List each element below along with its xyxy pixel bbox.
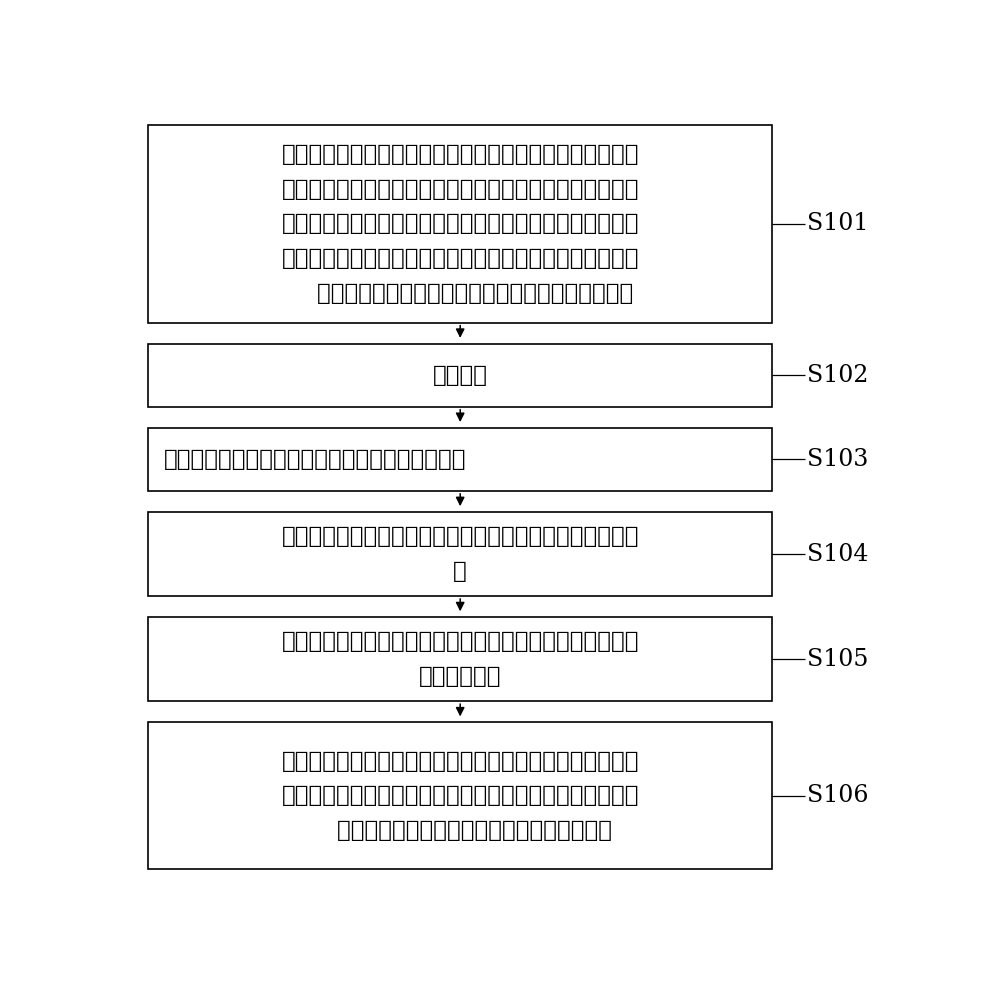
Bar [148, 428, 772, 490]
Text: S105: S105 [807, 647, 868, 671]
Text: 形成半导体层，其中，堆叠结构包括背对的正面和背面，背
面为靠近衬底的一侧，半导体层位于堆叠结构的背面，且半
    导体层覆盖去除部分功能层后的沟道结构端部: 形成半导体层，其中，堆叠结构包括背对的正面和背面，背 面为靠近衬底的一侧，半导体… [281, 749, 639, 842]
Text: 形成半导体结构，半导体结构包括衬底、位于衬底第一方向
上的堆叠结构、位于衬底和堆叠结构之间的牺牲层以及贯穿
堆叠结构并延伸到衬底中的沟道结构，沟道结构包括在径向: 形成半导体结构，半导体结构包括衬底、位于衬底第一方向 上的堆叠结构、位于衬底和堆… [281, 143, 639, 305]
Bar [148, 617, 772, 701]
Text: S104: S104 [807, 542, 868, 566]
Text: S103: S103 [807, 448, 868, 471]
Text: 去除至少部分牺牲层，以暴露沟道结构端部的空隙: 去除至少部分牺牲层，以暴露沟道结构端部的空隙 [164, 448, 466, 471]
Bar [148, 512, 772, 596]
Text: 去除衬底: 去除衬底 [433, 364, 488, 387]
Bar [148, 722, 772, 869]
Text: S102: S102 [807, 364, 868, 387]
Text: S106: S106 [807, 785, 868, 807]
Text: S101: S101 [807, 213, 868, 235]
Text: 在空隙中形成绝缘填充块，绝缘填充块位于至少部分的空隙
中: 在空隙中形成绝缘填充块，绝缘填充块位于至少部分的空隙 中 [281, 525, 639, 583]
Text: 去除沟道结构端部的部分功能层，以暴露位于沟道结构端部
的沟道层端部: 去除沟道结构端部的部分功能层，以暴露位于沟道结构端部 的沟道层端部 [281, 631, 639, 688]
Bar [148, 126, 772, 323]
Bar [148, 343, 772, 407]
